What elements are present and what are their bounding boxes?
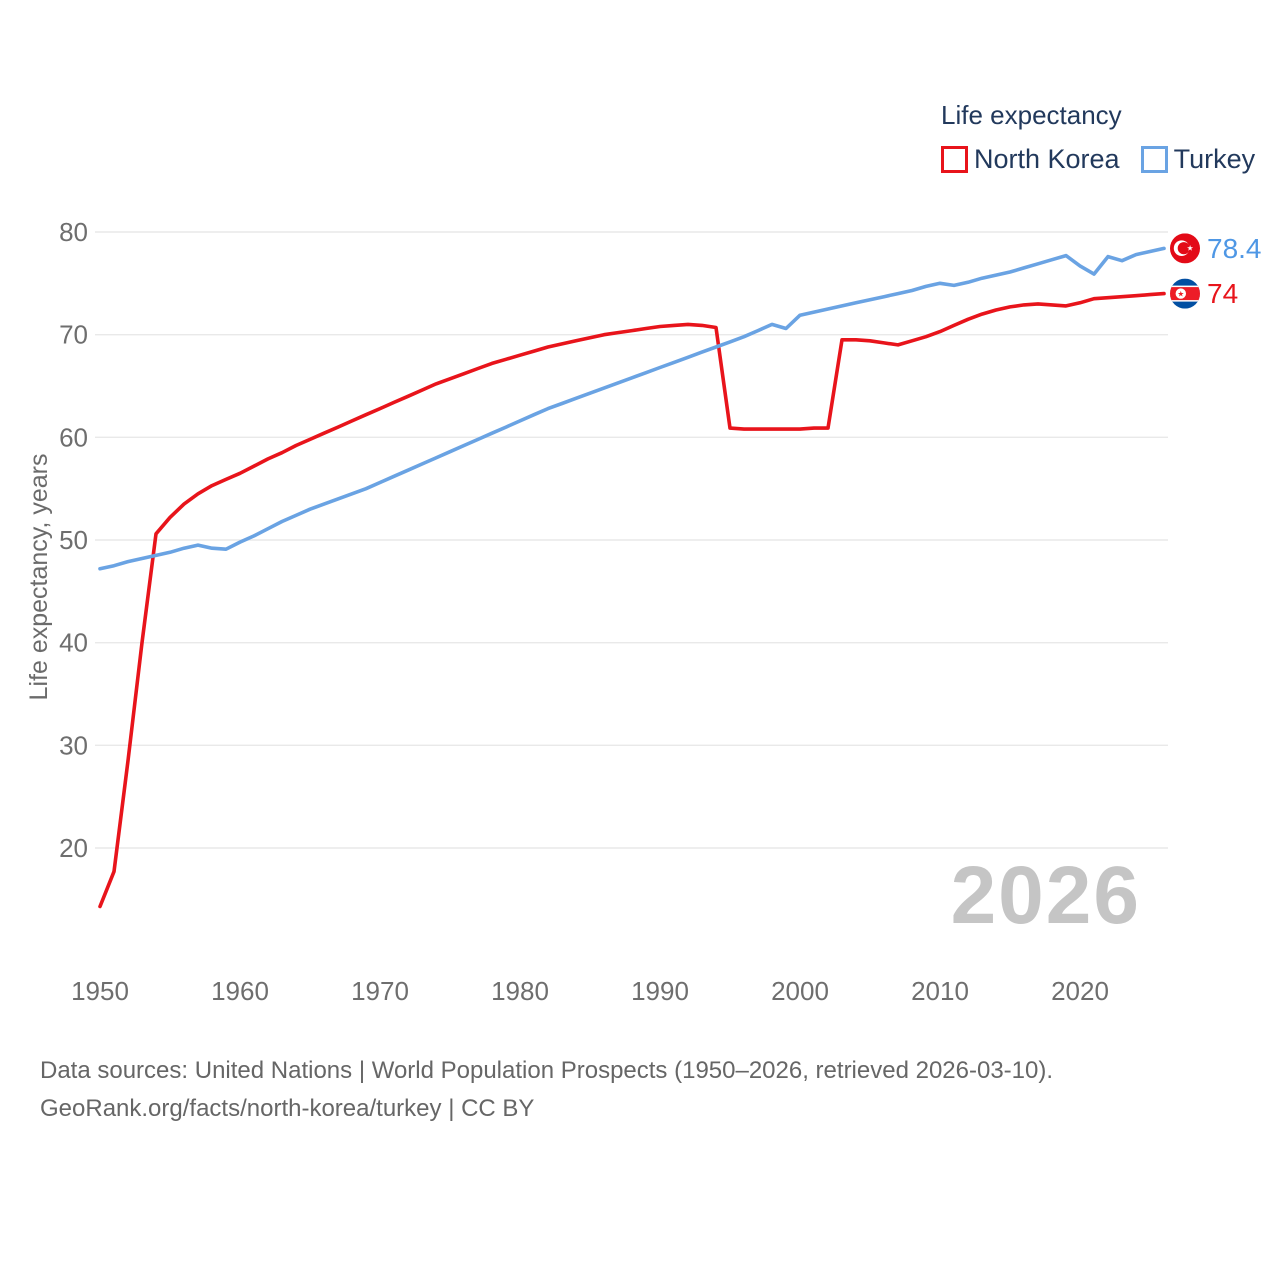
y-tick-label: 20 <box>59 833 88 863</box>
x-tick-label: 2010 <box>911 976 969 1006</box>
legend-item-north-korea[interactable]: North Korea <box>941 144 1120 175</box>
y-axis-title: Life expectancy, years <box>25 454 53 701</box>
end-value-label-turkey: 78.4 <box>1207 233 1262 264</box>
x-tick-label: 1980 <box>491 976 549 1006</box>
y-tick-label: 30 <box>59 730 88 760</box>
y-tick-label: 60 <box>59 422 88 452</box>
legend-items: North Korea Turkey <box>941 144 1255 175</box>
footer-attribution: GeoRank.org/facts/north-korea/turkey | C… <box>40 1095 535 1122</box>
watermark-year: 2026 <box>951 850 1141 941</box>
end-value-label-north-korea: 74 <box>1207 278 1238 309</box>
legend: Life expectancy North Korea Turkey <box>941 100 1255 175</box>
y-tick-label: 40 <box>59 628 88 658</box>
turkey-flag-icon <box>1170 233 1200 264</box>
series-layer <box>98 246 1166 909</box>
y-tick-label: 80 <box>59 217 88 247</box>
x-tick-label: 2020 <box>1051 976 1109 1006</box>
end-label-layer: 78.4 74 <box>1207 233 1262 309</box>
x-tick-label: 1990 <box>631 976 689 1006</box>
x-tick-label: 1960 <box>211 976 269 1006</box>
series-line-north-korea[interactable] <box>98 291 1166 909</box>
turkey-swatch <box>1140 146 1168 173</box>
north-korea-swatch <box>941 146 968 173</box>
grid-layer: 20 30 40 50 60 70 80 1950 1960 1970 1980 1990 2000 20… <box>59 217 1168 1006</box>
x-tick-label: 1950 <box>71 976 129 1006</box>
y-tick-label: 70 <box>59 320 88 350</box>
series-line-turkey[interactable] <box>98 246 1166 571</box>
footer: Data sources: United Nations | World Pop… <box>40 1052 1053 1128</box>
x-tick-label: 2000 <box>771 976 829 1006</box>
legend-item-label: North Korea <box>974 144 1120 174</box>
legend-item-turkey[interactable]: Turkey <box>1140 144 1256 175</box>
legend-item-label: Turkey <box>1173 144 1256 174</box>
north-korea-flag-icon <box>1170 278 1200 309</box>
legend-title: Life expectancy <box>941 100 1122 130</box>
x-tick-label: 1970 <box>351 976 409 1006</box>
footer-data-sources: Data sources: United Nations | World Pop… <box>40 1057 1054 1084</box>
y-tick-label: 50 <box>59 525 88 555</box>
